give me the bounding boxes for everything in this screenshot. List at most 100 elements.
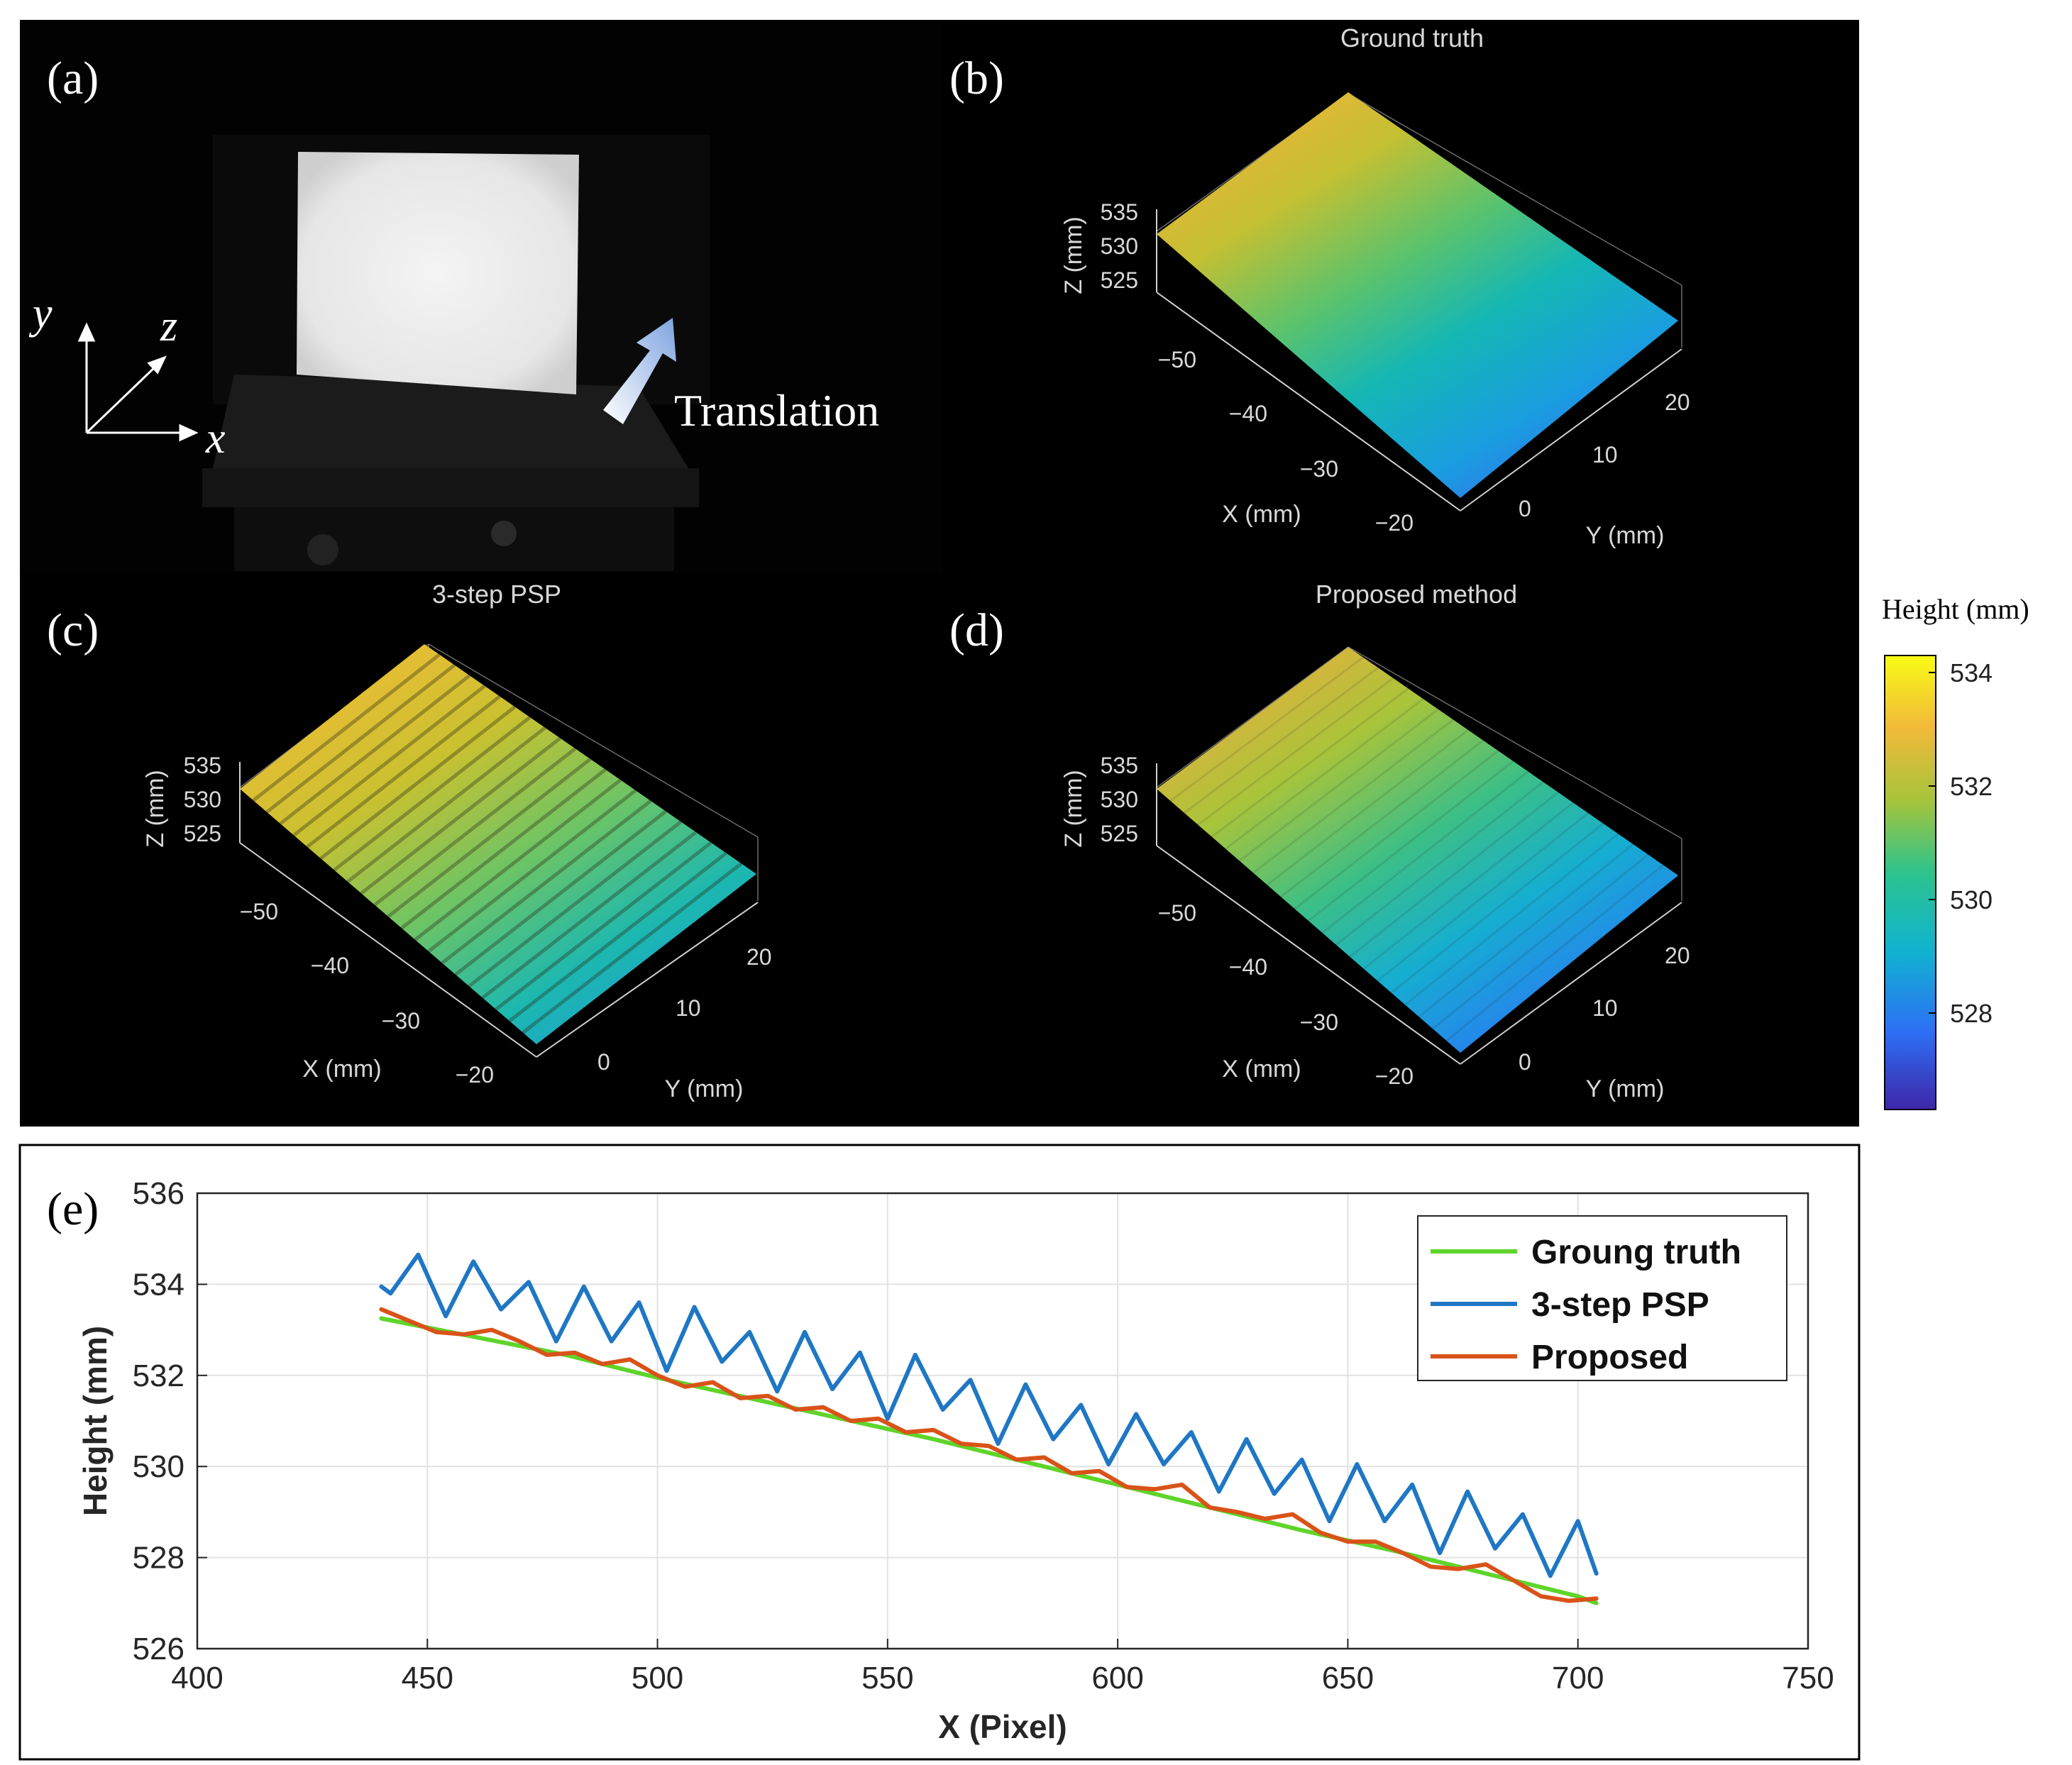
fringe-ridge [265, 663, 456, 814]
y-tick: 20 [1665, 943, 1690, 968]
x-tick: −50 [1158, 347, 1196, 372]
y-tick-label: 534 [133, 1267, 184, 1302]
fringe-ridge [1184, 667, 1379, 814]
y-tick: 10 [1592, 442, 1618, 467]
fringe-ridge [1418, 843, 1634, 1018]
fringe-ridge [1252, 719, 1454, 874]
coordinate-axes [77, 322, 199, 442]
y-tick-label: 528 [133, 1541, 184, 1576]
fringe-ridge [1445, 864, 1664, 1042]
series-line-3-step-psp [379, 1252, 1599, 1578]
x-tick: −40 [1229, 954, 1267, 980]
panel-label-a: (a) [47, 52, 99, 104]
z-tick: 525 [1101, 267, 1138, 293]
fringe-ridge [1308, 760, 1514, 922]
fringe-ridge [400, 768, 607, 930]
legend-label: Groung truth [1531, 1234, 1741, 1271]
fringe-ridge [373, 747, 577, 907]
fringe-ridge [495, 841, 712, 1011]
fringe-ridge [1377, 812, 1589, 982]
y-axis-label: Y (mm) [1586, 522, 1665, 549]
fringe-ridge [306, 695, 501, 848]
colorbar: Height (mm) 534 532 530 528 [1882, 593, 2029, 1110]
fringe-ridge [1197, 677, 1394, 826]
y-tick-label: 530 [133, 1449, 184, 1484]
x-ticks: −50 −40 −30 −20 [240, 899, 494, 1088]
surface-ground-truth [1157, 92, 1678, 498]
colorbar-tick-label: 530 [1950, 885, 1993, 914]
colorbar-gradient [1884, 655, 1936, 1110]
y-axis-title: Height (mm) [77, 1326, 114, 1516]
legend-label: Proposed [1531, 1339, 1688, 1376]
fringe-ridge [1266, 729, 1470, 886]
legend-box [1417, 1215, 1787, 1381]
fringe-ridge [1294, 750, 1499, 910]
fringe-ridge [1238, 708, 1439, 862]
x-tick: −30 [1300, 1009, 1338, 1035]
x-tick: −30 [1300, 456, 1338, 482]
surface-fringes [252, 653, 743, 1034]
translation-label: Translation [674, 385, 879, 436]
y-ticks: 0 10 20 [1519, 943, 1690, 1075]
sample-holder [213, 375, 688, 468]
z-tick: 525 [184, 821, 221, 846]
panel-d: Proposed method (d) 535 530 525 Z (mm) −… [949, 580, 1690, 1102]
panel-title: Proposed method [1316, 580, 1517, 609]
panel-label-b: (b) [949, 52, 1004, 104]
sample-plate [297, 152, 579, 394]
series-line-proposed [379, 1307, 1599, 1603]
stage-base [234, 507, 674, 571]
fringe-ridge [1169, 656, 1365, 802]
x-tick-label: 600 [1091, 1661, 1143, 1695]
fringe-ridge [319, 705, 517, 861]
colorbar-tick-label: 532 [1950, 772, 1993, 801]
y-tick: 10 [1592, 995, 1618, 1021]
fringe-ridge [1280, 739, 1484, 898]
panel-c: 3-step PSP (c) 535 530 525 Z (mm) −50 −4… [47, 580, 772, 1102]
x-tick-label: 400 [171, 1661, 223, 1695]
x-tick: −50 [240, 899, 278, 924]
z-ticks: 535 530 525 [1101, 753, 1138, 846]
fringe-ridge [1362, 802, 1574, 970]
stage-screw [491, 521, 517, 546]
fringe-ridge [508, 851, 727, 1023]
y-tick-label: 536 [133, 1176, 184, 1211]
fringe-ridge [1225, 697, 1424, 850]
colorbar-tick-label: 528 [1950, 999, 1993, 1028]
x-tick-label: 550 [861, 1661, 913, 1695]
z-tick: 535 [184, 753, 221, 778]
fringe-ridge [333, 716, 531, 872]
fringe-ridge [252, 653, 441, 802]
box-axes [1156, 209, 1682, 511]
fringe-ridge [1349, 791, 1559, 958]
panel-label-e: (e) [47, 1183, 99, 1235]
fringe-ridge [481, 831, 698, 1000]
surface-residual-fringes [1169, 656, 1664, 1042]
z-tick: 535 [1101, 753, 1138, 778]
fringe-ridge [1390, 822, 1604, 994]
x-tick: −20 [456, 1062, 494, 1088]
y-tick: 10 [676, 995, 701, 1021]
z-ticks: 535 530 525 [1101, 199, 1138, 293]
fringe-ridge [279, 674, 471, 826]
x-axis-label: X (mm) [1222, 1056, 1301, 1083]
x-tick: −50 [1158, 900, 1196, 926]
z-tick: 530 [1101, 233, 1138, 259]
fringe-ridge [441, 799, 652, 965]
panel-label-c: (c) [47, 604, 99, 656]
fringe-ridge [468, 820, 683, 988]
stage-screw [307, 534, 338, 565]
x-axis-label: X (mm) [1222, 501, 1301, 528]
z-tick: 535 [1101, 199, 1138, 225]
x-tick-label: 700 [1552, 1661, 1604, 1695]
panel-b: Ground truth (b) 535 530 525 Z (mm) −50 … [949, 23, 1690, 549]
plot-area-border [196, 1192, 1809, 1650]
legend-label: 3-step PSP [1531, 1286, 1709, 1324]
y-tick: 20 [1665, 389, 1690, 415]
panel-title: 3-step PSP [432, 580, 561, 609]
axis-label-x: x [205, 414, 226, 463]
panel-title: Ground truth [1340, 23, 1484, 52]
z-axis-label: Z (mm) [1060, 216, 1087, 294]
fringe-ridge [1404, 833, 1619, 1006]
